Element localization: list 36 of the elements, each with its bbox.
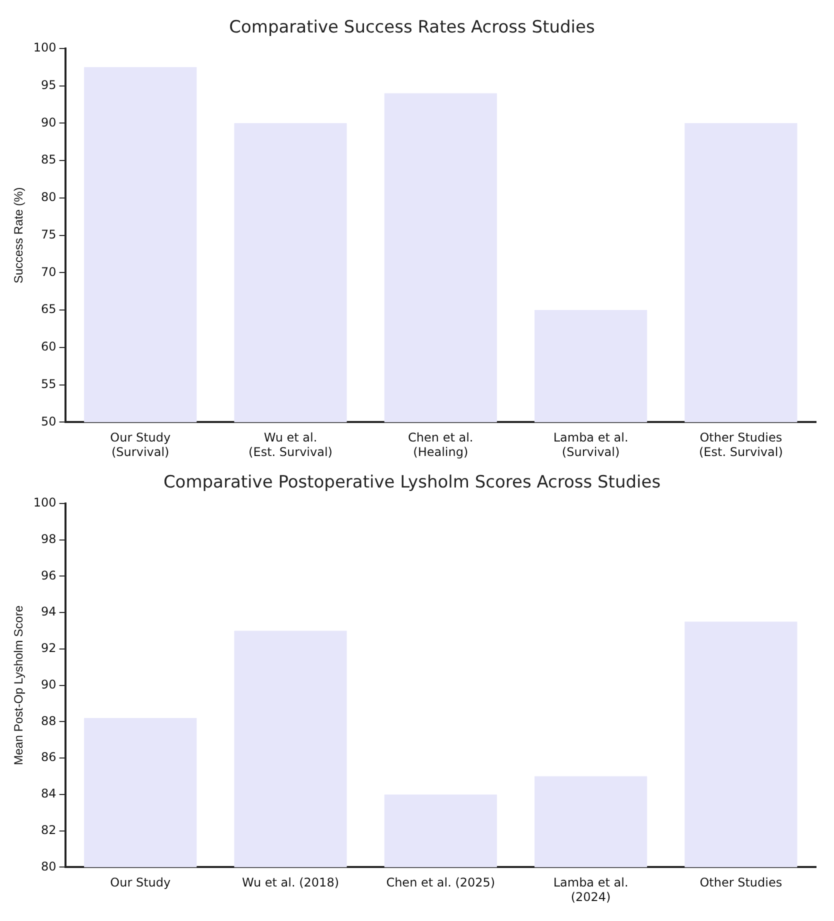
x-tick-label: Our Study (Survival) — [110, 430, 171, 459]
y-tick-label: 100 — [33, 496, 56, 510]
y-tick-label: 70 — [41, 264, 56, 279]
y-tick-label: 50 — [41, 414, 56, 428]
y-axis-title: Success Rate (%) — [12, 187, 26, 284]
y-tick-label: 98 — [41, 532, 56, 546]
x-tick-label: Chen et al. (Healing) — [408, 430, 474, 459]
y-tick-label: 82 — [41, 822, 56, 837]
y-tick-label: 100 — [33, 40, 56, 55]
x-tick-label: Wu et al. (2018) — [242, 876, 340, 890]
x-tick-label: Other Studies (Est. Survival) — [698, 430, 783, 459]
y-tick-label: 92 — [41, 641, 56, 656]
x-tick-label: Lamba et al. (2024) — [553, 876, 628, 904]
x-tick-label: Our Study — [110, 876, 171, 890]
y-tick-label: 90 — [41, 115, 56, 130]
y-tick-label: 80 — [41, 190, 56, 204]
x-tick-label: Wu et al. (Est. Survival) — [248, 430, 332, 459]
x-tick-label: Lamba et al. (Survival) — [553, 430, 628, 459]
y-tick-label: 88 — [41, 714, 56, 728]
y-tick-label: 90 — [41, 677, 56, 692]
x-tick-label: Chen et al. (2025) — [386, 876, 496, 890]
y-tick-label: 60 — [41, 340, 56, 354]
y-tick-label: 85 — [41, 152, 56, 167]
y-tick-label: 75 — [41, 227, 56, 242]
y-tick-label: 95 — [41, 78, 56, 92]
y-tick-label: 55 — [41, 376, 56, 391]
chart-title: Comparative Success Rates Across Studies — [229, 18, 595, 38]
y-tick-label: 65 — [41, 302, 56, 316]
y-axis-title: Mean Post-Op Lysholm Score — [12, 605, 26, 766]
y-tick-label: 80 — [41, 859, 56, 874]
y-tick-label: 94 — [41, 604, 56, 619]
y-tick-label: 96 — [41, 568, 56, 582]
y-tick-label: 86 — [41, 750, 56, 764]
chart-title: Comparative Postoperative Lysholm Scores Across Studies — [163, 472, 661, 493]
x-tick-label: Other Studies — [700, 876, 782, 890]
y-tick-label: 84 — [41, 786, 56, 801]
